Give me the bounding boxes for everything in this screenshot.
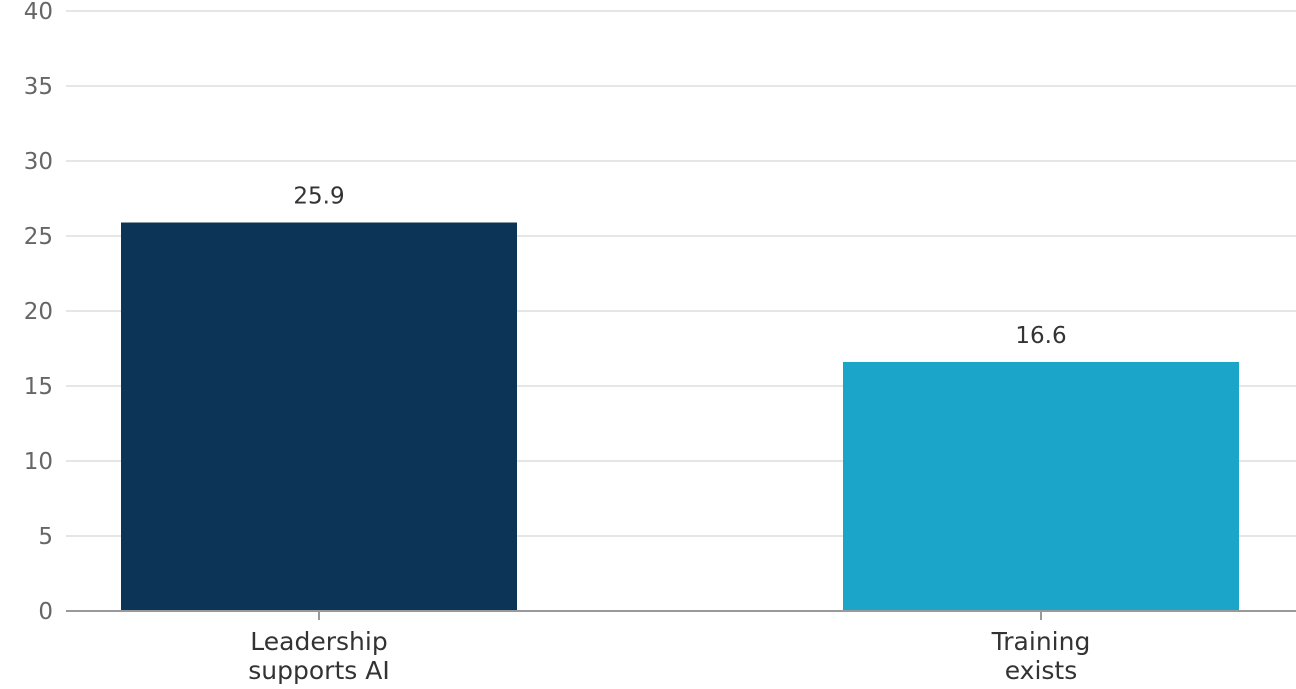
bar-layer — [121, 222, 1239, 611]
x-category-label: Training exists — [991, 627, 1091, 685]
axis-layer — [66, 610, 1296, 620]
y-tick-label: 0 — [38, 599, 53, 625]
y-tick-label: 10 — [24, 449, 53, 475]
y-tick-label: 5 — [38, 524, 53, 550]
bar-1 — [843, 362, 1239, 611]
y-tick-label: 15 — [24, 374, 53, 400]
x-category-label: Leadership supports AI — [248, 627, 389, 685]
label-layer: 0 5 10 15 20 25 30 35 40 25.9 16.6 Leadership suppor… — [24, 0, 1091, 685]
data-label: 25.9 — [293, 184, 344, 210]
x-category-label-line: supports AI — [248, 656, 389, 685]
x-category-label-line: Training — [991, 627, 1091, 656]
y-tick-label: 30 — [24, 149, 53, 175]
y-tick-label: 35 — [24, 74, 53, 100]
x-category-label-line: Leadership — [250, 627, 387, 656]
y-tick-label: 25 — [24, 224, 53, 250]
y-tick-label: 40 — [24, 0, 53, 25]
data-label: 16.6 — [1015, 323, 1066, 349]
x-category-label-line: exists — [1005, 656, 1078, 685]
bar-0 — [121, 222, 517, 611]
y-tick-label: 20 — [24, 299, 53, 325]
